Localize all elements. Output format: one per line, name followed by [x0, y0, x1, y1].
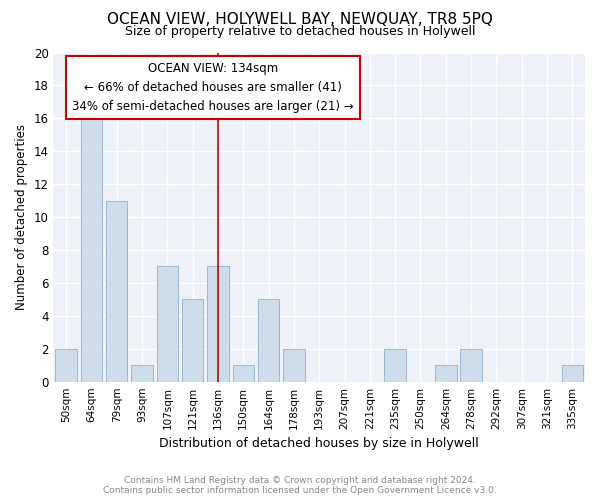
- Bar: [207, 266, 229, 382]
- Bar: [131, 365, 153, 382]
- Bar: [157, 266, 178, 382]
- Bar: [435, 365, 457, 382]
- Text: OCEAN VIEW, HOLYWELL BAY, NEWQUAY, TR8 5PQ: OCEAN VIEW, HOLYWELL BAY, NEWQUAY, TR8 5…: [107, 12, 493, 28]
- X-axis label: Distribution of detached houses by size in Holywell: Distribution of detached houses by size …: [160, 437, 479, 450]
- Bar: [80, 118, 102, 382]
- Bar: [55, 349, 77, 382]
- Y-axis label: Number of detached properties: Number of detached properties: [15, 124, 28, 310]
- Bar: [233, 365, 254, 382]
- Text: Size of property relative to detached houses in Holywell: Size of property relative to detached ho…: [125, 25, 475, 38]
- Bar: [460, 349, 482, 382]
- Bar: [106, 200, 127, 382]
- Bar: [385, 349, 406, 382]
- Text: OCEAN VIEW: 134sqm
← 66% of detached houses are smaller (41)
34% of semi-detache: OCEAN VIEW: 134sqm ← 66% of detached hou…: [72, 62, 354, 114]
- Bar: [283, 349, 305, 382]
- Bar: [258, 300, 280, 382]
- Bar: [182, 300, 203, 382]
- Bar: [562, 365, 583, 382]
- Text: Contains HM Land Registry data © Crown copyright and database right 2024.
Contai: Contains HM Land Registry data © Crown c…: [103, 476, 497, 495]
